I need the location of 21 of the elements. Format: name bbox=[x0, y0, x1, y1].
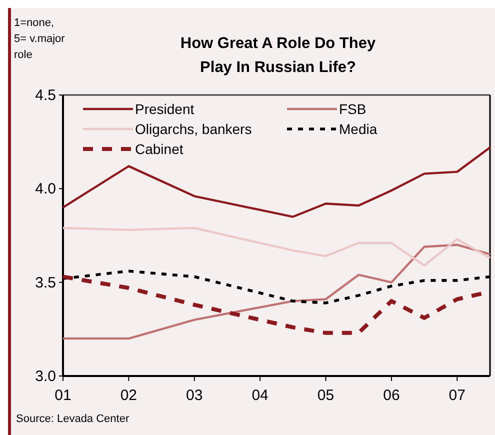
legend-label: Oligarchs, bankers bbox=[135, 121, 252, 137]
legend-label: Cabinet bbox=[135, 141, 184, 157]
x-tick-label: 04 bbox=[252, 387, 268, 404]
y-tick-label: 4.0 bbox=[35, 180, 56, 198]
line-series bbox=[62, 244, 492, 340]
line-series bbox=[62, 226, 492, 267]
x-tick-label: 07 bbox=[448, 387, 466, 404]
y-axis-title: 1=none, 5= v.major role bbox=[14, 17, 66, 61]
x-tick-label: 05 bbox=[317, 387, 334, 404]
x-tick-label: 02 bbox=[120, 387, 138, 404]
y-tick-label: 3.5 bbox=[35, 274, 56, 292]
x-tick-label: 03 bbox=[186, 387, 203, 404]
legend-label: Media bbox=[339, 121, 378, 137]
chart-title: How Great A Role Do They Play In Russian Life? bbox=[180, 35, 376, 76]
source-note: Source: Levada Center bbox=[16, 413, 130, 425]
legend-label: President bbox=[135, 101, 194, 117]
y-tick-label: 3.0 bbox=[35, 368, 56, 385]
y-tick-label: 4.5 bbox=[35, 87, 56, 104]
x-tick-label: 01 bbox=[54, 387, 72, 404]
legend-label: FSB bbox=[339, 101, 366, 117]
x-tick-label: 06 bbox=[383, 387, 400, 404]
